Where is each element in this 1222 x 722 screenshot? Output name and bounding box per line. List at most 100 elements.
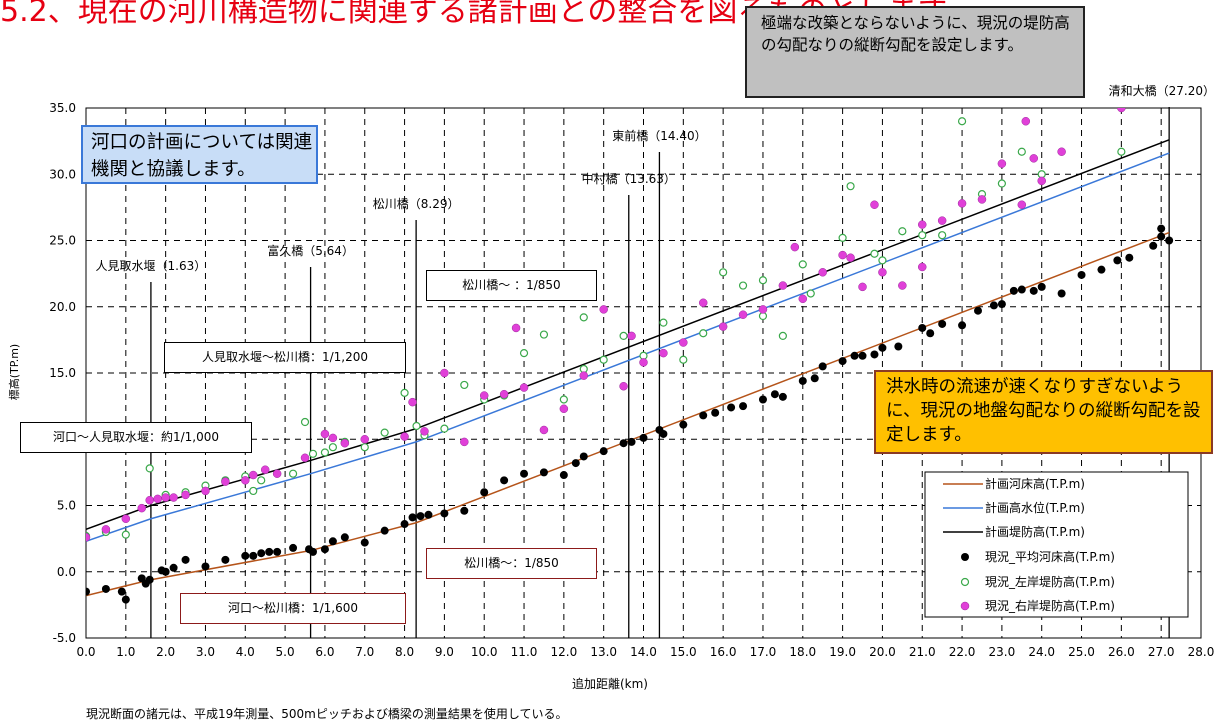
data-point — [579, 313, 588, 322]
x-tick-label: 10.0 — [471, 645, 498, 659]
x-axis-label: 追加距離(km) — [572, 676, 648, 691]
data-point — [858, 351, 867, 360]
data-point — [770, 390, 779, 399]
data-point — [500, 476, 509, 485]
data-point — [1117, 147, 1126, 156]
data-point — [440, 509, 449, 518]
bridge-label: 清和大橋（27.20） — [1109, 84, 1215, 98]
ratio-upper-matsukawa: 松川橋～ ：1/850 — [426, 270, 597, 301]
data-point — [957, 117, 967, 126]
data-point — [320, 545, 329, 554]
ratio-upper-hitomi: 人見取水堰～松川橋：1/1,200 — [164, 342, 406, 373]
data-point — [1037, 282, 1046, 291]
x-tick-label: 27.0 — [1148, 645, 1175, 659]
data-point — [360, 443, 369, 452]
data-point — [1057, 147, 1066, 156]
data-point — [758, 276, 768, 285]
x-tick-label: 16.0 — [710, 645, 737, 659]
data-point — [408, 397, 417, 407]
data-point — [308, 449, 318, 458]
data-point — [627, 331, 636, 341]
data-point — [137, 503, 146, 513]
legend-plan-hwl: 計画高水位(T.P.m) — [985, 500, 1085, 515]
data-point — [260, 465, 270, 474]
data-point — [619, 382, 628, 391]
data-point — [1149, 241, 1158, 250]
data-point — [249, 486, 258, 496]
data-point — [699, 329, 708, 338]
data-point — [241, 476, 250, 485]
y-tick-label: 0.0 — [57, 565, 76, 579]
data-point — [846, 253, 855, 262]
data-point — [778, 331, 787, 340]
data-point — [1029, 154, 1038, 163]
bridge-label: 東前橋（14.40） — [612, 128, 706, 143]
note-top-gray: 極端な改築とならないように、現況の堤防高の勾配なりの縦断勾配を設定します。 — [745, 6, 1085, 98]
data-point — [718, 322, 728, 331]
data-point — [918, 231, 927, 240]
data-point — [539, 330, 549, 339]
data-point — [1009, 286, 1018, 295]
data-point — [1157, 232, 1166, 241]
data-point — [659, 348, 668, 358]
data-point — [619, 331, 628, 340]
data-point — [599, 447, 608, 456]
data-point — [806, 289, 815, 298]
data-point — [898, 281, 907, 290]
data-point — [86, 533, 91, 542]
x-tick-label: 25.0 — [1068, 645, 1095, 659]
data-point — [460, 506, 469, 515]
data-point — [539, 425, 549, 435]
x-tick-label: 21.0 — [909, 645, 936, 659]
note-flood-speed: 洪水時の流速が速くなりすぎないように、現況の地盤勾配なりの縦断勾配を設定します。 — [874, 370, 1213, 454]
y-tick-label: 30.0 — [49, 167, 76, 181]
data-point — [778, 392, 787, 401]
data-point — [249, 551, 258, 560]
x-tick-label: 24.0 — [1028, 645, 1055, 659]
data-point — [599, 305, 608, 314]
x-tick-label: 4.0 — [236, 645, 255, 659]
y-tick-label: 25.0 — [49, 234, 76, 248]
data-point — [460, 437, 469, 447]
data-point — [974, 306, 982, 315]
data-point — [1097, 265, 1106, 274]
data-point — [711, 408, 720, 417]
data-point — [181, 555, 190, 564]
legend-right-bank: 現況_右岸堤防高(T.P.m) — [985, 598, 1115, 613]
x-tick-labels: 0.0 1.0 2.0 3.0 4.0 5.0 6.0 7.0 8.0 9.0 10.0 11.0 12… — [76, 645, 1214, 659]
bridge-label: 松川橋（8.29） — [373, 197, 460, 211]
data-point — [328, 443, 337, 452]
data-point — [320, 429, 330, 439]
data-point — [440, 368, 449, 378]
footnote: 現況断面の諸元は、平成19年測量、500mピッチおよび橋梁の測量結果を使用してい… — [86, 707, 568, 721]
data-point — [958, 321, 967, 330]
x-tick-label: 23.0 — [989, 645, 1016, 659]
data-point — [320, 448, 330, 457]
data-point — [121, 595, 130, 604]
data-point — [1117, 108, 1126, 113]
data-point — [289, 543, 298, 552]
data-point — [460, 380, 469, 390]
data-point — [249, 470, 258, 480]
data-point — [257, 549, 266, 558]
data-point — [221, 477, 230, 486]
data-point — [145, 464, 154, 473]
data-point — [480, 488, 489, 497]
data-point — [989, 301, 998, 310]
survey-markers — [86, 108, 1174, 604]
data-point — [571, 459, 580, 468]
data-point — [86, 587, 90, 596]
data-point — [121, 514, 131, 523]
data-point — [719, 268, 728, 277]
data-point — [272, 469, 282, 478]
data-point — [639, 358, 648, 367]
x-tick-label: 1.0 — [116, 645, 135, 659]
data-point — [559, 471, 568, 480]
x-tick-label: 0.0 — [76, 645, 95, 659]
data-point — [870, 350, 879, 359]
y-tick-label: -5.0 — [53, 631, 76, 645]
data-point — [300, 453, 310, 463]
data-point — [1113, 256, 1122, 265]
data-point — [479, 391, 489, 400]
x-tick-label: 13.0 — [590, 645, 617, 659]
